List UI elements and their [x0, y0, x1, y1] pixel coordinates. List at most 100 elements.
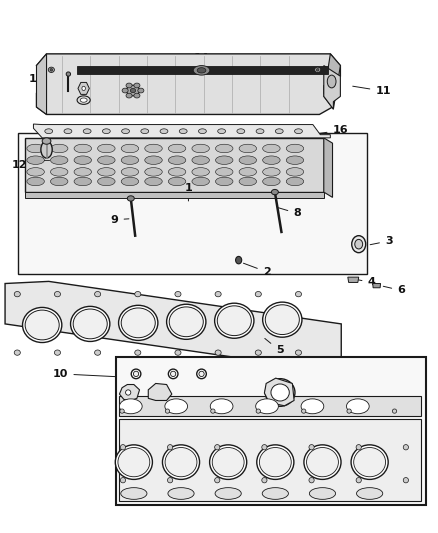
Ellipse shape [295, 292, 301, 297]
Ellipse shape [215, 445, 220, 450]
Ellipse shape [121, 144, 139, 153]
Ellipse shape [263, 302, 302, 337]
Ellipse shape [98, 156, 115, 165]
Text: 15: 15 [95, 86, 124, 96]
Ellipse shape [239, 167, 257, 176]
Ellipse shape [215, 144, 233, 153]
Ellipse shape [121, 488, 147, 499]
Ellipse shape [309, 478, 314, 483]
Ellipse shape [168, 177, 186, 185]
Ellipse shape [135, 350, 141, 356]
Ellipse shape [256, 129, 264, 134]
Ellipse shape [212, 448, 244, 477]
Ellipse shape [236, 256, 242, 264]
Ellipse shape [256, 399, 279, 414]
Ellipse shape [351, 445, 388, 479]
Ellipse shape [134, 83, 140, 88]
Polygon shape [324, 138, 332, 197]
Ellipse shape [64, 129, 72, 134]
Ellipse shape [175, 292, 181, 297]
Ellipse shape [25, 310, 59, 340]
Text: 12: 12 [11, 160, 44, 171]
Ellipse shape [122, 129, 130, 134]
Ellipse shape [403, 478, 409, 483]
Bar [119, 396, 421, 416]
Polygon shape [348, 277, 359, 282]
Ellipse shape [192, 177, 209, 185]
Ellipse shape [98, 167, 115, 176]
Ellipse shape [276, 129, 283, 134]
Ellipse shape [83, 129, 91, 134]
Ellipse shape [218, 129, 226, 134]
Ellipse shape [145, 156, 162, 165]
Ellipse shape [256, 409, 261, 413]
Ellipse shape [74, 177, 92, 185]
Ellipse shape [131, 88, 136, 93]
Ellipse shape [126, 390, 131, 395]
Ellipse shape [179, 129, 187, 134]
Text: 17: 17 [88, 78, 122, 90]
Ellipse shape [50, 68, 53, 71]
Polygon shape [5, 281, 341, 367]
Ellipse shape [145, 144, 162, 153]
Ellipse shape [127, 196, 134, 201]
Ellipse shape [286, 144, 304, 153]
Ellipse shape [121, 156, 139, 165]
Ellipse shape [50, 167, 68, 176]
Ellipse shape [71, 306, 110, 342]
Polygon shape [77, 66, 328, 74]
Ellipse shape [160, 129, 168, 134]
Ellipse shape [210, 445, 247, 479]
Text: 14: 14 [194, 53, 209, 71]
Ellipse shape [41, 141, 52, 158]
Text: 18: 18 [88, 92, 122, 102]
Ellipse shape [165, 409, 170, 413]
Ellipse shape [134, 371, 139, 376]
Ellipse shape [309, 488, 336, 499]
Ellipse shape [239, 144, 257, 153]
Ellipse shape [127, 85, 140, 96]
Ellipse shape [357, 488, 383, 499]
Ellipse shape [352, 236, 366, 253]
Ellipse shape [286, 167, 304, 176]
Text: 2: 2 [244, 263, 270, 277]
Ellipse shape [141, 129, 149, 134]
Bar [119, 418, 421, 502]
Ellipse shape [198, 129, 206, 134]
Ellipse shape [210, 399, 233, 414]
Ellipse shape [102, 129, 110, 134]
Ellipse shape [237, 129, 245, 134]
Polygon shape [25, 192, 324, 198]
Ellipse shape [27, 144, 44, 153]
Ellipse shape [138, 88, 144, 93]
Polygon shape [324, 54, 340, 109]
Ellipse shape [167, 478, 173, 483]
Ellipse shape [239, 177, 257, 185]
Ellipse shape [346, 399, 369, 414]
Ellipse shape [50, 177, 68, 185]
Text: 5: 5 [265, 338, 283, 356]
Ellipse shape [120, 409, 124, 413]
Text: 1: 1 [184, 183, 192, 201]
Ellipse shape [265, 305, 299, 335]
Polygon shape [148, 383, 172, 400]
Ellipse shape [304, 445, 341, 479]
Ellipse shape [126, 83, 132, 88]
Ellipse shape [168, 167, 186, 176]
Polygon shape [265, 378, 294, 406]
Ellipse shape [286, 156, 304, 165]
Ellipse shape [301, 409, 306, 413]
Ellipse shape [327, 75, 336, 88]
Ellipse shape [134, 93, 140, 98]
Bar [117, 357, 426, 505]
Ellipse shape [263, 177, 280, 185]
Polygon shape [324, 66, 340, 109]
Ellipse shape [120, 478, 126, 483]
Ellipse shape [121, 167, 139, 176]
Ellipse shape [45, 129, 53, 134]
Ellipse shape [192, 144, 209, 153]
Ellipse shape [193, 66, 210, 75]
Ellipse shape [27, 156, 44, 165]
Ellipse shape [295, 350, 301, 356]
Ellipse shape [14, 350, 20, 356]
